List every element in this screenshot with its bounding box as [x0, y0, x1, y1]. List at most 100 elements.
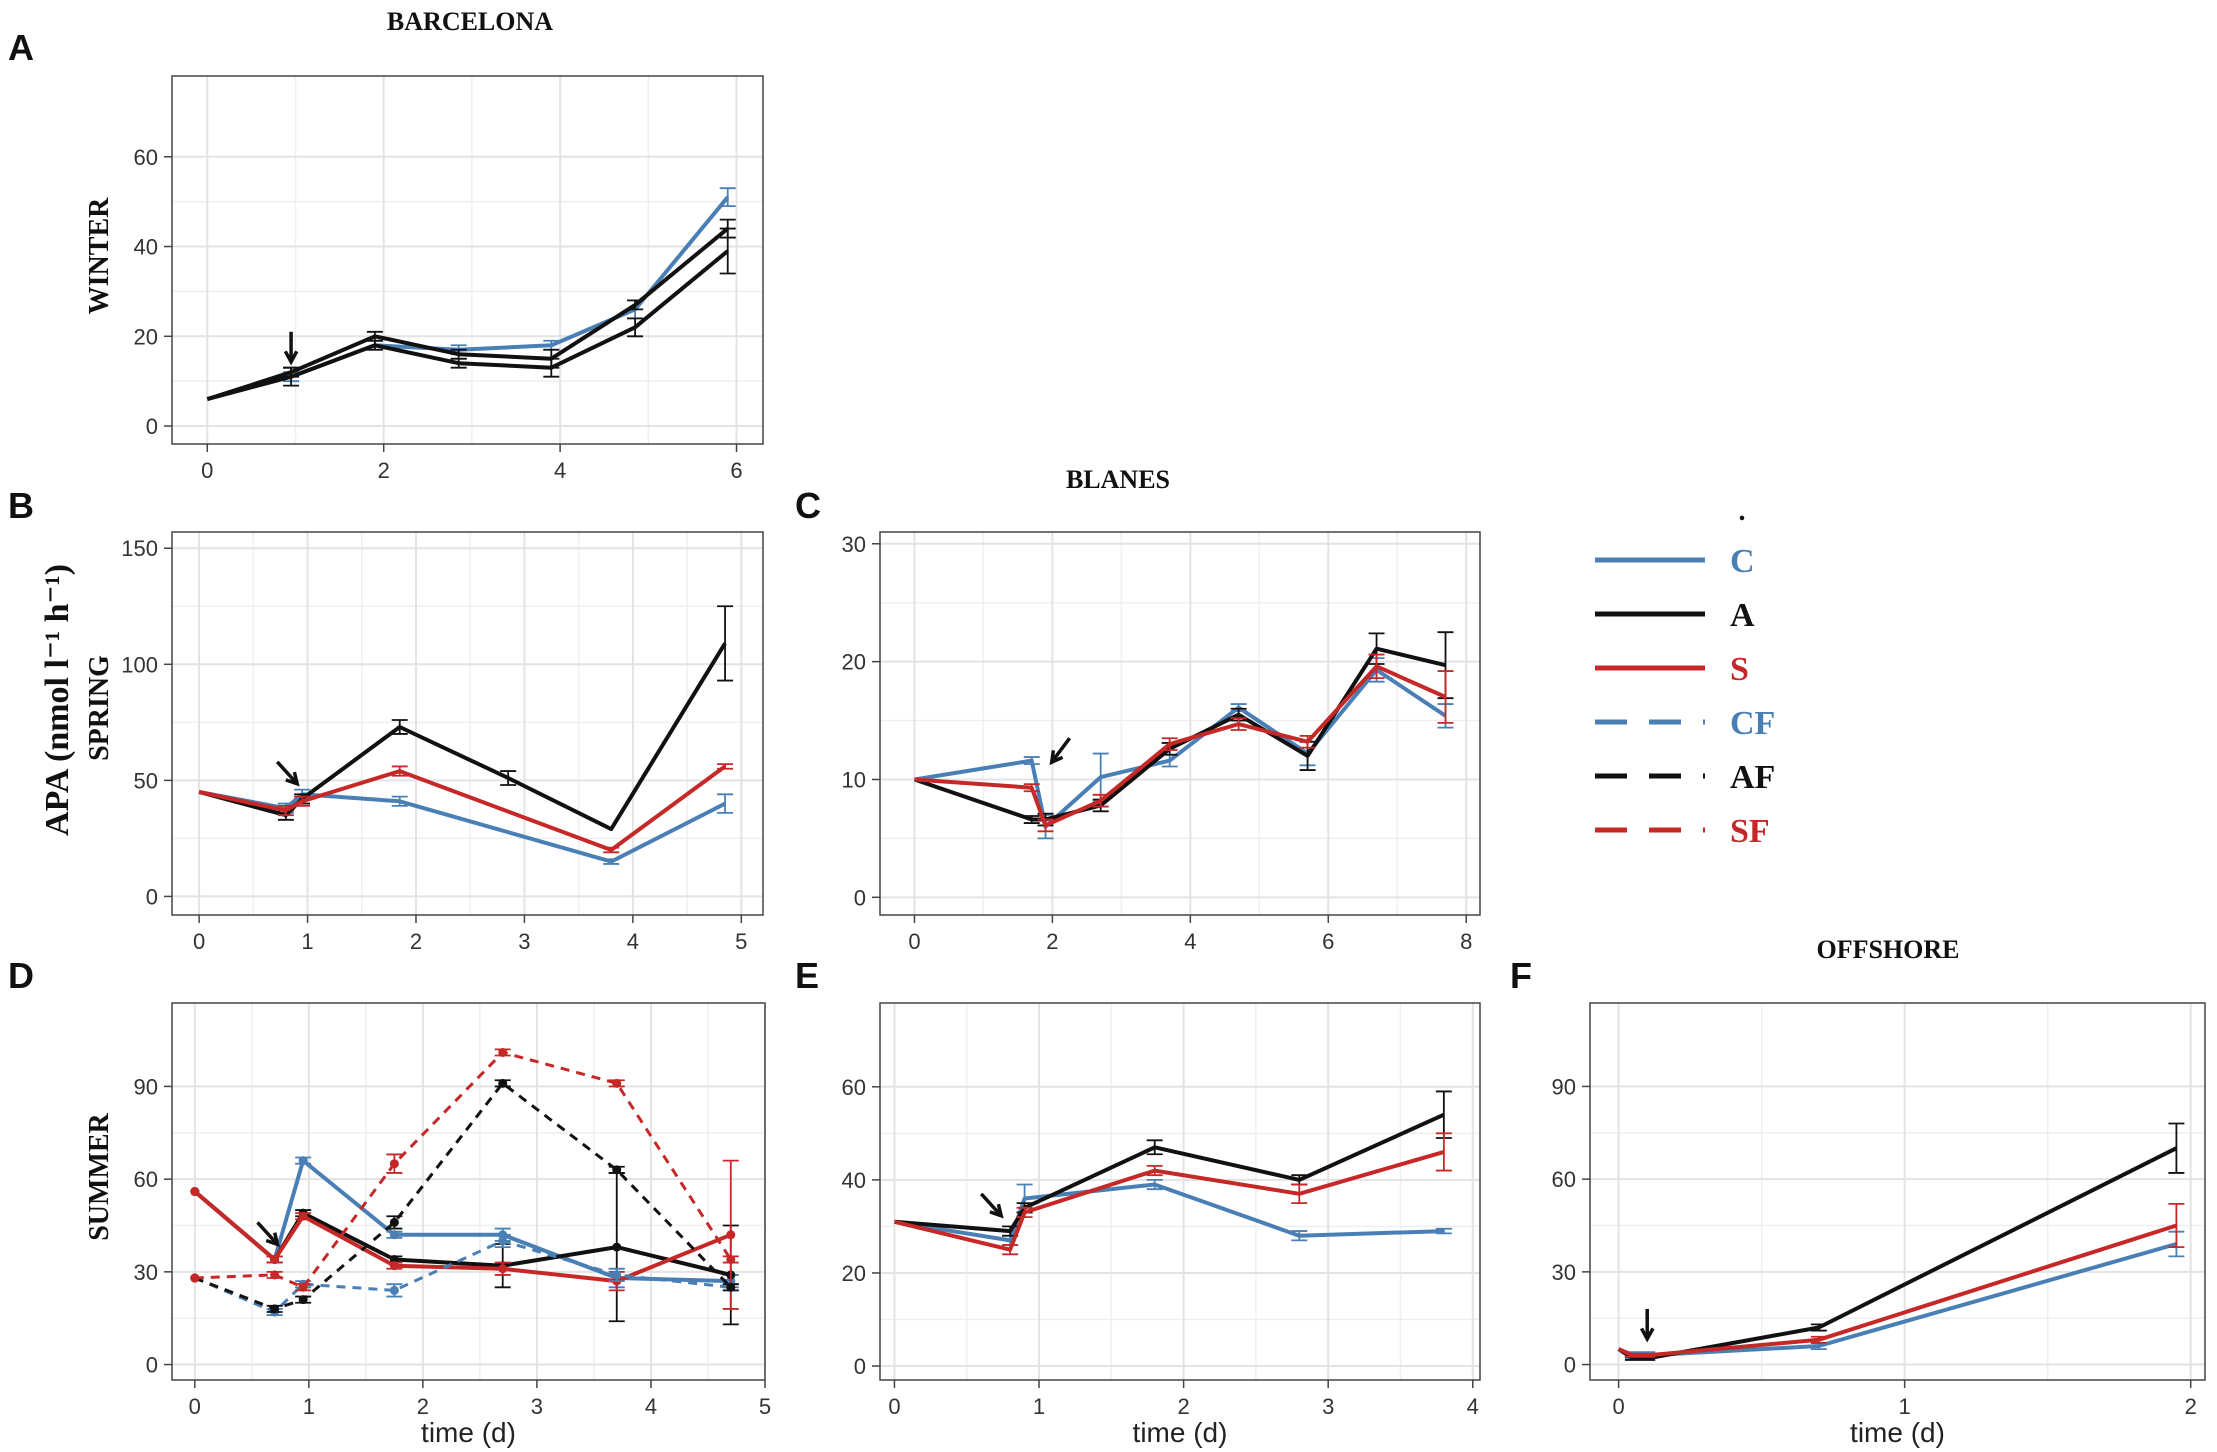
series-s-filtered-5	[190, 1047, 739, 1292]
arrow-head	[1639, 1327, 1655, 1343]
plot-frame	[171, 1002, 766, 1381]
arrow-shaft	[275, 760, 299, 785]
legend-item-c: C	[1595, 543, 1755, 580]
y-tick-label: 0	[146, 884, 158, 909]
arrow-head	[285, 771, 300, 787]
x-tick-label: 2	[1046, 929, 1058, 954]
x-tick-label: 1	[1033, 1394, 1045, 1419]
legend-label: SF	[1730, 813, 1770, 850]
panel-letter: E	[795, 955, 819, 996]
major-grid	[172, 76, 763, 444]
y-tick-label: 40	[134, 235, 158, 260]
y-tick-label: 60	[1552, 1167, 1576, 1192]
panel-c-blanes-spring: 0 2 4 6 8 0 10 20 30 C BLANES	[795, 465, 1481, 954]
series-a-2	[206, 227, 736, 402]
panel-letter: C	[795, 485, 821, 526]
data-point	[389, 1159, 399, 1169]
legend-label: CF	[1730, 705, 1775, 742]
minor-grid	[880, 532, 1480, 915]
x-tick-label: 1	[1899, 1394, 1911, 1419]
x-axis-label: time (d)	[421, 1417, 516, 1448]
x-axis-label: time (d)	[1850, 1417, 1945, 1448]
x-tick-label: 4	[627, 929, 639, 954]
x-tick-label: 5	[759, 1394, 771, 1419]
x-tick-label: 8	[1460, 929, 1472, 954]
arrow-annotation	[275, 760, 300, 787]
y-tick-label: 10	[842, 767, 866, 792]
series-line	[206, 249, 729, 402]
plot-area	[1590, 1003, 2205, 1380]
legend-item-sf: SF	[1595, 813, 1770, 850]
arrow-annotation	[1639, 1308, 1655, 1343]
panel-letter: D	[8, 955, 34, 996]
data-point	[270, 1304, 280, 1314]
row-label-summer: SUMMER	[84, 1112, 115, 1240]
data-point	[190, 1273, 200, 1283]
legend-label: A	[1730, 597, 1755, 634]
arrow-head	[283, 350, 299, 366]
minor-grid	[880, 1003, 1480, 1380]
y-tick-label: 90	[1552, 1074, 1576, 1099]
x-tick-label: 3	[531, 1394, 543, 1419]
major-grid	[880, 1003, 1480, 1380]
error-bar	[1437, 670, 1454, 724]
x-tick-label: 2	[378, 458, 390, 483]
x-tick-label: 6	[1322, 929, 1334, 954]
row-label-winter: WINTER	[84, 197, 115, 314]
arrow-head	[989, 1203, 1004, 1219]
x-tick-label: 0	[193, 929, 205, 954]
arrow-annotation	[979, 1192, 1004, 1219]
x-tick-label: 2	[1177, 1394, 1189, 1419]
y-tick-label: 90	[134, 1074, 158, 1099]
series-line	[1617, 1223, 2178, 1358]
data-point	[612, 1270, 622, 1280]
data-point	[498, 1078, 508, 1088]
panel-title: OFFSHORE	[1816, 935, 1959, 964]
y-tick-label: 20	[134, 324, 158, 349]
x-tick-label: 4	[554, 458, 566, 483]
series-a-1	[894, 1090, 1452, 1237]
y-tick-label: 20	[842, 1261, 866, 1286]
data-point	[298, 1282, 308, 1292]
series-line	[894, 1112, 1445, 1234]
y-tick-label: 20	[842, 650, 866, 675]
y-tick-label: 60	[134, 145, 158, 170]
panel-title: BLANES	[1066, 465, 1170, 494]
arrow-shaft	[979, 1192, 1003, 1218]
plot-frame	[171, 75, 764, 445]
y-tick-label: 60	[842, 1075, 866, 1100]
series-line	[914, 667, 1447, 829]
legend-label: C	[1730, 543, 1755, 580]
series-s-2	[894, 1132, 1452, 1256]
legend-item-a: A	[1595, 597, 1755, 634]
x-tick-label: 0	[1612, 1394, 1624, 1419]
x-tick-label: 2	[410, 929, 422, 954]
plot-frame	[1589, 1002, 2206, 1381]
legend-item-s: S	[1595, 651, 1749, 688]
panel-title: BARCELONA	[387, 7, 553, 36]
y-tick-label: 30	[1552, 1260, 1576, 1285]
x-tick-label: 3	[1322, 1394, 1334, 1419]
x-tick-label: 2	[417, 1394, 429, 1419]
error-bar	[717, 605, 734, 682]
data-point	[612, 1242, 622, 1252]
arrow-annotation	[256, 1221, 280, 1248]
x-tick-label: 1	[303, 1394, 315, 1419]
x-tick-label: 0	[201, 458, 213, 483]
panel-letter: B	[8, 485, 34, 526]
y-tick-label: 150	[121, 536, 158, 561]
x-tick-label: 4	[645, 1394, 657, 1419]
minor-grid	[1590, 1003, 2205, 1380]
row-label-spring: SPRING	[84, 655, 115, 761]
data-point	[270, 1254, 280, 1264]
data-point	[298, 1295, 308, 1305]
plot-area	[880, 532, 1480, 915]
series-line	[198, 764, 727, 852]
x-tick-label: 2	[2185, 1394, 2197, 1419]
data-point	[190, 1187, 200, 1196]
data-point	[498, 1047, 508, 1057]
y-tick-label: 40	[842, 1168, 866, 1193]
